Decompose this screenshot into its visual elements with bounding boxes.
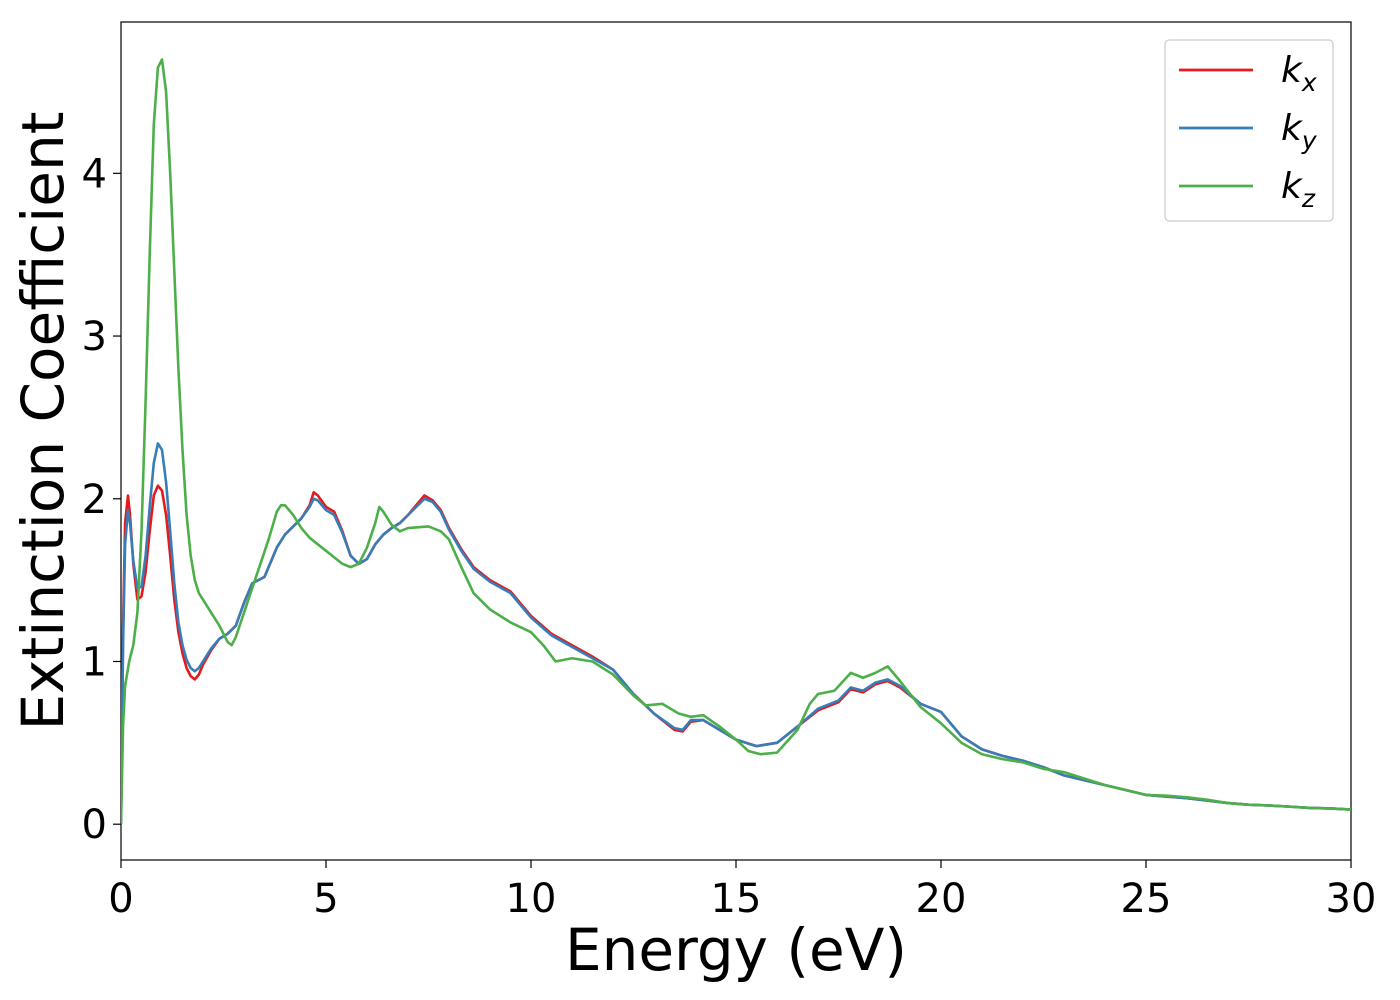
y-tick-label: 0 bbox=[82, 802, 107, 848]
legend-label-kz: kz bbox=[1281, 166, 1316, 213]
y-tick-label: 3 bbox=[82, 314, 107, 360]
legend-label-base: k bbox=[1281, 50, 1304, 91]
y-tick-label: 1 bbox=[82, 639, 107, 685]
legend-label-base: k bbox=[1281, 166, 1304, 207]
x-tick-label: 15 bbox=[711, 876, 762, 922]
series-layer bbox=[121, 58, 1351, 825]
y-tick-label: 2 bbox=[82, 477, 107, 523]
x-axis: 0 5 10 15 20 25 30 bbox=[108, 860, 1376, 922]
series-line-kz bbox=[121, 58, 1351, 825]
y-tick-label: 4 bbox=[82, 151, 107, 197]
legend-label-subscript: z bbox=[1301, 184, 1316, 213]
legend-label-base: k bbox=[1281, 108, 1304, 149]
x-tick-label: 5 bbox=[313, 876, 338, 922]
legend-label-kx: kx bbox=[1281, 50, 1317, 97]
legend-box bbox=[1164, 39, 1334, 222]
legend-label-subscript: x bbox=[1301, 68, 1317, 97]
legend-label-ky: ky bbox=[1281, 108, 1318, 155]
series-line-ky bbox=[121, 442, 1351, 825]
x-axis-title: Energy (eV) bbox=[565, 916, 907, 984]
x-tick-label: 0 bbox=[108, 876, 133, 922]
x-tick-label: 10 bbox=[506, 876, 557, 922]
x-tick-label: 20 bbox=[916, 876, 967, 922]
y-axis-title: Extinction Coefficient bbox=[9, 112, 77, 731]
x-tick-label: 25 bbox=[1121, 876, 1172, 922]
legend-label-subscript: y bbox=[1301, 126, 1318, 155]
y-axis: 0 1 2 3 4 bbox=[82, 151, 121, 848]
x-tick-label: 30 bbox=[1326, 876, 1377, 922]
